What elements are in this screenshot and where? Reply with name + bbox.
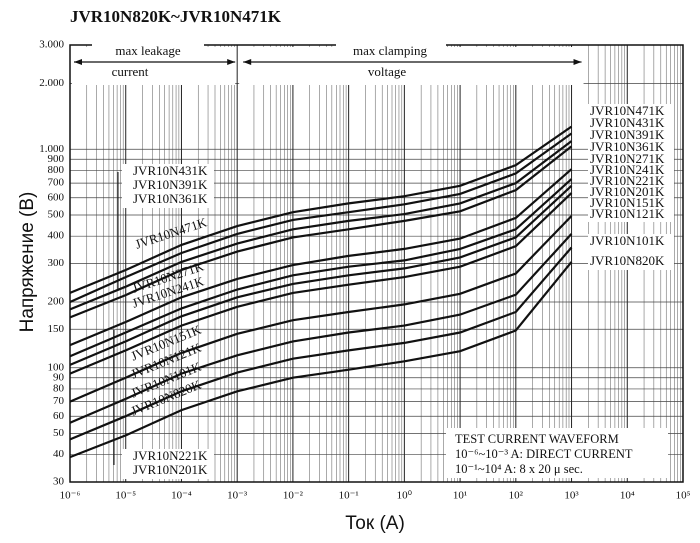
series-line bbox=[69, 233, 573, 424]
y-tick-label: 3.000 bbox=[39, 39, 64, 51]
label-bg bbox=[92, 44, 204, 58]
note-box bbox=[446, 428, 668, 478]
x-tick-label: 10⁻⁴ bbox=[171, 490, 192, 502]
x-tick-label: 10¹ bbox=[453, 490, 467, 502]
x-axis-label: Ток (А) bbox=[345, 513, 405, 534]
x-tick-label: 10⁻¹ bbox=[339, 490, 359, 502]
series-line bbox=[69, 145, 573, 319]
series-line bbox=[69, 246, 573, 441]
series-label: JVR10N151K bbox=[590, 195, 665, 210]
series-label: JVR10N241K bbox=[590, 162, 665, 177]
y-tick-label: 400 bbox=[48, 230, 65, 242]
series-line bbox=[69, 261, 573, 459]
annotation: max clamping bbox=[353, 43, 428, 58]
x-tick-label: 10⁻⁵ bbox=[115, 490, 136, 502]
x-tick-label: 10⁴ bbox=[620, 490, 635, 502]
arrow-head bbox=[573, 59, 582, 65]
y-axis-label: Напряжение (В) bbox=[17, 192, 38, 333]
y-tick-label: 150 bbox=[48, 323, 65, 335]
y-tick-label: 60 bbox=[53, 410, 65, 422]
series-line bbox=[69, 168, 573, 347]
annotation: current bbox=[112, 64, 149, 79]
x-tick-label: 10³ bbox=[564, 490, 579, 502]
series-label: JVR10N361K bbox=[590, 139, 665, 154]
series-line bbox=[69, 125, 573, 294]
series-label: JVR10N820K bbox=[590, 253, 665, 268]
series-line bbox=[69, 178, 573, 358]
y-tick-label: 600 bbox=[48, 191, 65, 203]
series-label: JVR10N361K bbox=[133, 191, 208, 206]
series-label: JVR10N431K bbox=[133, 163, 208, 178]
series-line bbox=[69, 132, 573, 304]
y-tick-label: 800 bbox=[48, 164, 65, 176]
series-label: JVR10N221K bbox=[590, 173, 665, 188]
y-tick-label: 50 bbox=[53, 427, 65, 439]
series-label: JVR10N471K bbox=[590, 103, 665, 118]
x-tick-label: 10² bbox=[509, 490, 524, 502]
series-label: JVR10N101K bbox=[590, 233, 665, 248]
y-tick-label: 200 bbox=[48, 296, 65, 308]
x-tick-label: 10⁻⁶ bbox=[60, 490, 81, 502]
y-tick-label: 90 bbox=[53, 371, 65, 383]
series-label: JVR10N271K bbox=[590, 151, 665, 166]
x-tick-label: 10⁻³ bbox=[227, 490, 248, 502]
y-tick-label: 700 bbox=[48, 177, 65, 189]
annotation: 10⁻¹~10⁴ A: 8 x 20 μ sec. bbox=[455, 462, 583, 476]
series-label: JVR10N201K bbox=[590, 184, 665, 199]
annotation: TEST CURRENT WAVEFORM bbox=[455, 432, 619, 446]
label-bg bbox=[122, 449, 214, 479]
series-line bbox=[69, 192, 573, 375]
x-tick-label: 10⁵ bbox=[676, 490, 691, 502]
series-line bbox=[69, 215, 573, 403]
y-tick-label: 40 bbox=[53, 448, 65, 460]
series-line bbox=[69, 184, 573, 366]
arrow-head bbox=[243, 59, 252, 65]
series-label: JVR10N391K bbox=[590, 127, 665, 142]
x-tick-label: 10⁰ bbox=[397, 490, 413, 502]
series-label: JVR10N121K bbox=[590, 206, 665, 221]
annotation: 10⁻⁶~10⁻³ A: DIRECT CURRENT bbox=[455, 447, 633, 461]
series-label: JVR10N391K bbox=[133, 177, 208, 192]
arrow-head bbox=[227, 59, 236, 65]
label-bg bbox=[336, 44, 446, 58]
y-tick-label: 900 bbox=[48, 153, 65, 165]
label-bg bbox=[355, 66, 419, 80]
y-tick-label: 300 bbox=[48, 257, 65, 269]
series-label: JVR10N431K bbox=[590, 115, 665, 130]
label-bg bbox=[588, 104, 674, 222]
y-tick-label: 500 bbox=[48, 209, 65, 221]
annotation: max leakage bbox=[115, 43, 181, 58]
series-label: JVR10N221K bbox=[133, 448, 208, 463]
series-line bbox=[69, 140, 573, 311]
chart-title: JVR10N820K~JVR10N471K bbox=[70, 7, 282, 26]
y-tick-label: 80 bbox=[53, 382, 65, 394]
annotation: voltage bbox=[368, 64, 406, 79]
arrow-head bbox=[74, 59, 82, 65]
series-label: JVR10N201K bbox=[133, 462, 208, 477]
y-tick-label: 2.000 bbox=[39, 77, 64, 89]
x-tick-label: 10⁻² bbox=[283, 490, 304, 502]
y-tick-label: 100 bbox=[48, 361, 65, 373]
y-tick-label: 1.000 bbox=[39, 143, 64, 155]
label-bg bbox=[102, 66, 160, 80]
y-tick-label: 70 bbox=[53, 395, 65, 407]
label-bg bbox=[588, 234, 674, 270]
y-tick-label: 30 bbox=[53, 476, 65, 488]
label-bg bbox=[122, 164, 214, 208]
